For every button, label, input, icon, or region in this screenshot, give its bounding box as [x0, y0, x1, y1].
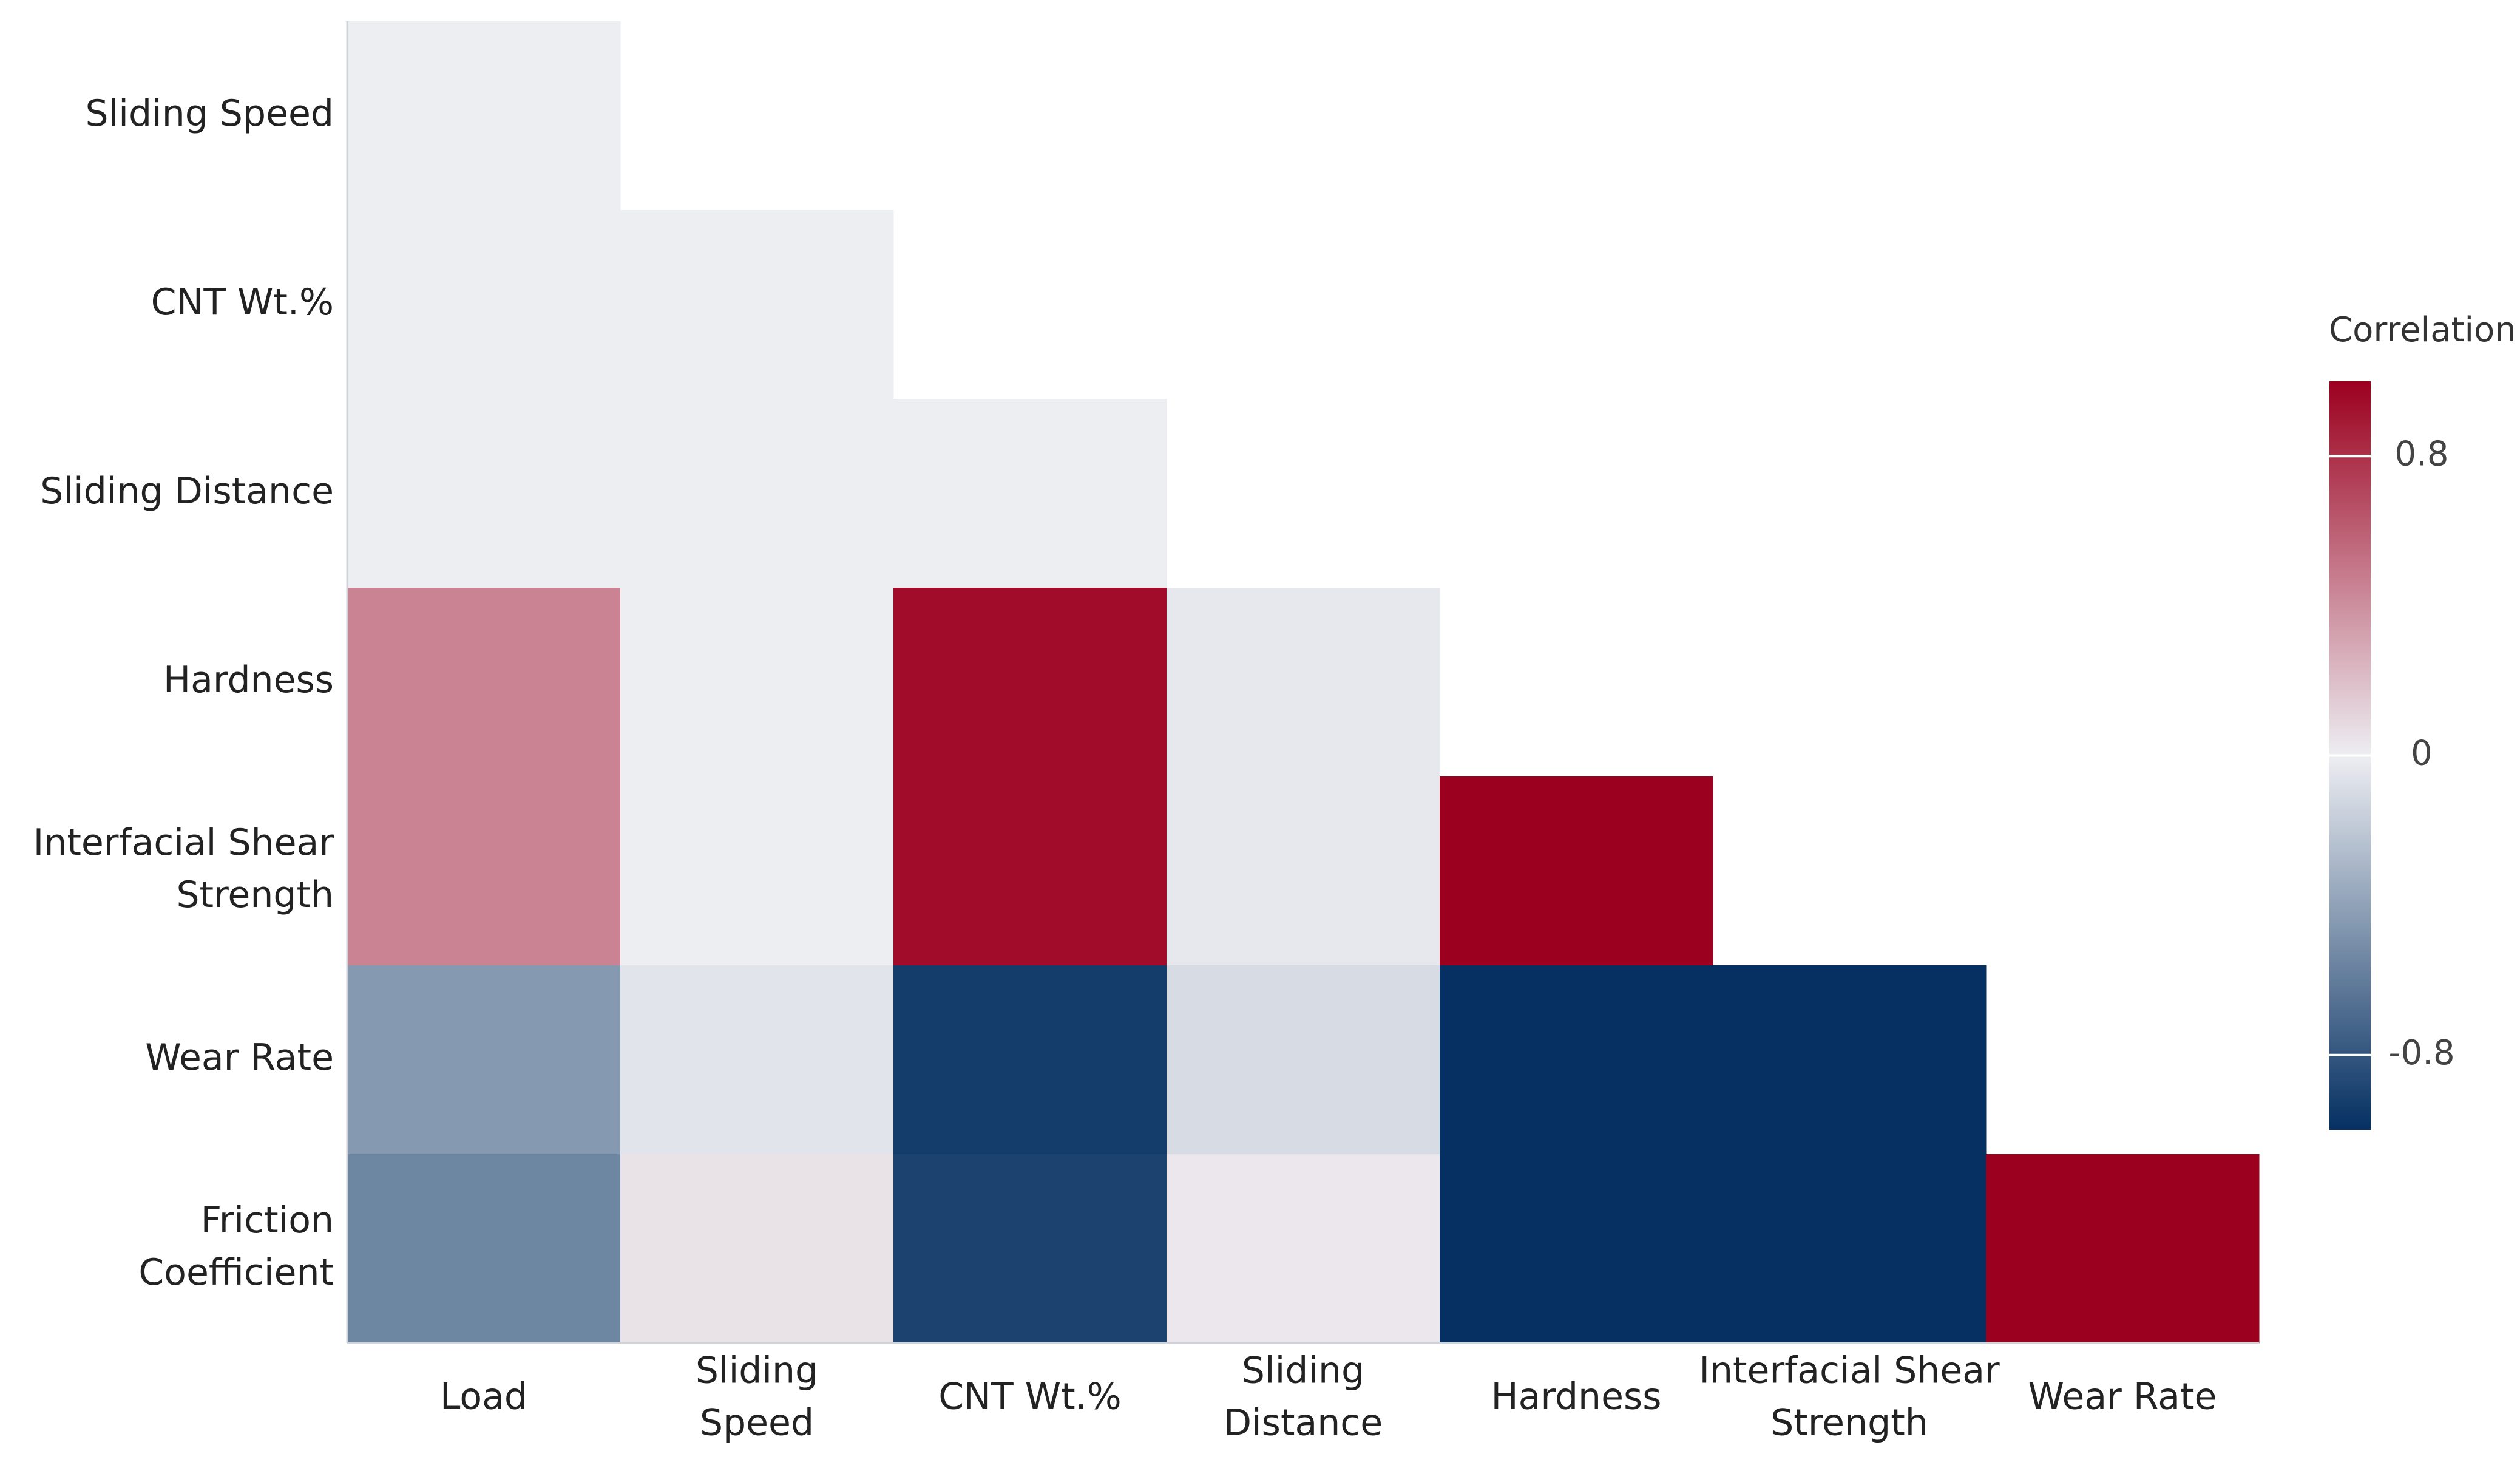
y-tick-label: Sliding Distance	[40, 470, 334, 512]
heatmap-cells	[347, 21, 2260, 1344]
x-tick-label: Load	[440, 1376, 527, 1418]
x-tick-label: Sliding Distance	[1224, 1350, 1383, 1444]
x-tick-label: CNT Wt.%	[938, 1376, 1121, 1418]
heatmap-cell	[347, 210, 621, 399]
heatmap-cell	[620, 776, 894, 966]
heatmap-cell	[893, 776, 1167, 966]
heatmap-cell	[893, 588, 1167, 777]
y-axis-labels: Sliding Speed CNT Wt.% Sliding Distance Har…	[33, 92, 334, 1294]
heatmap-cell	[1440, 776, 1713, 966]
heatmap-cell	[1167, 965, 1440, 1155]
x-tick-label: Sliding Speed	[696, 1350, 818, 1444]
heatmap-cell	[620, 588, 894, 777]
heatmap-cell	[1440, 1154, 1713, 1344]
heatmap-cell	[620, 1154, 894, 1344]
heatmap-cell	[347, 21, 621, 211]
heatmap-cell	[347, 776, 621, 966]
y-tick-label: Friction Coefficient	[138, 1199, 334, 1294]
legend-title: Correlation	[2329, 310, 2516, 350]
y-tick-label: Hardness	[163, 659, 334, 701]
y-tick-label: CNT Wt.%	[151, 281, 334, 324]
y-tick-label: Wear Rate	[145, 1036, 334, 1079]
heatmap-cell	[893, 399, 1167, 588]
heatmap-cell	[893, 965, 1167, 1155]
heatmap-cell	[1167, 1154, 1440, 1344]
x-tick-label: Hardness	[1491, 1376, 1661, 1418]
y-tick-label: Sliding Speed	[86, 92, 334, 135]
y-tick-label: Interfacial Shear Strength	[33, 821, 334, 916]
colorbar-legend: Correlation 0.8 0 -0.8	[2329, 310, 2516, 1130]
heatmap-cell	[1713, 1154, 1987, 1344]
heatmap-cell	[347, 1154, 621, 1344]
heatmap-cell	[620, 965, 894, 1155]
x-tick-label: Wear Rate	[2028, 1376, 2217, 1418]
heatmap-cell	[347, 965, 621, 1155]
x-tick-label: Interfacial Shear Strength	[1699, 1350, 2000, 1444]
heatmap-cell	[1440, 965, 1713, 1155]
heatmap-cell	[1167, 588, 1440, 777]
colorbar-tick-label: -0.8	[2388, 1033, 2454, 1073]
heatmap-cell	[1713, 965, 1987, 1155]
heatmap-cell	[347, 588, 621, 777]
x-axis-labels: Load Sliding Speed CNT Wt.% Sliding Distance H…	[440, 1350, 2217, 1444]
heatmap-cell	[1167, 776, 1440, 966]
colorbar-tick-label: 0	[2411, 734, 2433, 773]
heatmap-axes	[346, 21, 2259, 1344]
colorbar-tick-label: 0.8	[2394, 434, 2448, 474]
heatmap-cell	[1986, 1154, 2260, 1344]
heatmap-cell	[620, 399, 894, 588]
heatmap-cell	[893, 1154, 1167, 1344]
heatmap-cell	[620, 210, 894, 399]
heatmap-cell	[347, 399, 621, 588]
